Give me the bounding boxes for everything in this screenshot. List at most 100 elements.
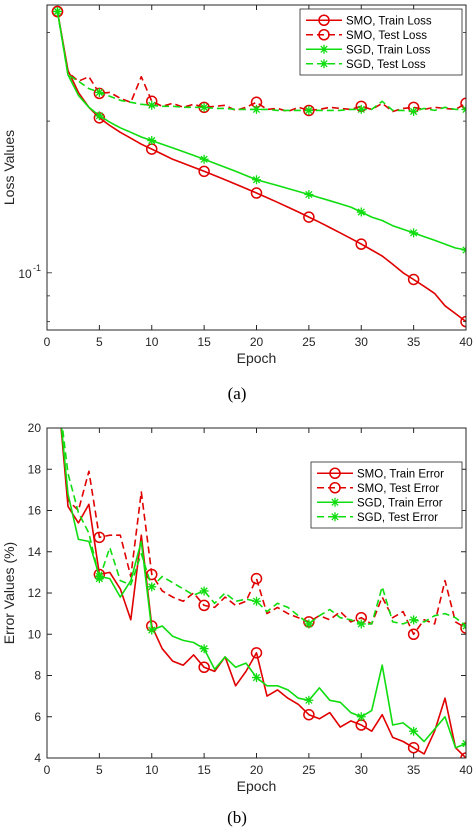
error-chart: 0 5 10 15 20 25 30 35 40468101214161820EpochErro… <box>1 421 473 794</box>
y-tick-label: 10 <box>18 267 32 281</box>
y-tick-exponent: -1 <box>33 263 41 273</box>
data-point-smo-test-loss <box>303 104 315 117</box>
x-axis-label: Epoch <box>237 778 277 794</box>
data-point-sgd-train-error <box>409 726 419 736</box>
data-point-sgd-test-loss <box>356 104 366 114</box>
data-point-sgd-test-error <box>199 586 209 596</box>
x-tick-label: 15 <box>197 335 211 349</box>
legend-marker-smo-test-loss <box>318 29 330 41</box>
y-tick-label: 20 <box>28 421 42 435</box>
data-point-smo-train-error <box>198 661 210 673</box>
x-tick-label: 25 <box>302 763 316 777</box>
x-tick-label: 40 <box>459 763 473 777</box>
data-point-sgd-test-loss <box>94 87 104 97</box>
x-tick-label: 30 <box>355 335 369 349</box>
legend-label-smo-train-loss: SMO, Train Loss <box>346 15 432 27</box>
data-point-sgd-test-loss <box>304 105 314 115</box>
legend-label-smo-train-error: SMO, Train Error <box>357 468 444 480</box>
legend-marker-sgd-train-loss <box>319 44 329 54</box>
legend-marker-sgd-test-loss <box>319 59 329 69</box>
x-tick-label: 0 <box>44 763 51 777</box>
data-point-sgd-test-loss <box>252 104 261 114</box>
data-point-sgd-test-error <box>252 596 261 606</box>
data-point-smo-train-error <box>250 647 263 659</box>
data-point-sgd-test-loss <box>52 7 62 17</box>
legend-marker-sgd-train-error <box>330 497 340 507</box>
data-point-smo-test-error <box>146 568 158 581</box>
data-point-sgd-train-loss <box>304 190 314 200</box>
legend-label-sgd-train-loss: SGD, Train Loss <box>346 44 431 56</box>
data-point-smo-test-error <box>407 628 420 640</box>
data-point-sgd-train-loss <box>94 111 104 121</box>
data-point-sgd-train-loss <box>356 207 366 217</box>
y-tick-label: 18 <box>28 462 42 476</box>
y-tick-label: 4 <box>34 751 41 765</box>
data-point-sgd-train-loss <box>252 175 261 185</box>
data-point-smo-test-loss <box>460 97 466 110</box>
series-line-smo-test-error <box>60 428 466 636</box>
x-tick-label: 25 <box>302 335 316 349</box>
data-point-smo-train-loss <box>198 165 210 178</box>
data-point-sgd-train-error <box>199 644 209 654</box>
series-line-sgd-train-error <box>60 428 466 749</box>
data-point-sgd-train-loss <box>199 154 209 164</box>
plot-series <box>51 5 466 328</box>
x-tick-label: 5 <box>96 763 103 777</box>
legend-marker-smo-test-error <box>329 482 341 494</box>
series-line-sgd-test-loss <box>56 11 466 113</box>
series-line-smo-train-error <box>60 428 466 758</box>
y-tick-label: 16 <box>28 504 42 518</box>
data-point-sgd-train-error <box>304 695 314 705</box>
x-tick-label: 5 <box>96 335 103 349</box>
data-point-sgd-test-error <box>356 619 366 629</box>
data-point-smo-test-error <box>250 572 263 585</box>
data-point-sgd-test-loss <box>409 106 419 116</box>
data-point-smo-train-error <box>407 741 420 754</box>
legend-label-sgd-test-loss: SGD, Test Loss <box>346 59 426 71</box>
legend-marker-smo-train-loss <box>318 14 330 26</box>
data-point-smo-train-loss <box>407 273 420 286</box>
data-point-smo-train-loss <box>460 315 466 328</box>
x-tick-label: 20 <box>250 763 264 777</box>
data-point-sgd-train-loss <box>409 228 419 238</box>
series-line-sgd-train-loss <box>56 11 466 251</box>
x-tick-label: 30 <box>355 763 369 777</box>
data-point-sgd-test-error <box>94 574 104 584</box>
legend-label-sgd-test-error: SGD, Test Error <box>357 512 438 524</box>
data-point-sgd-test-loss <box>199 102 209 112</box>
legend: SMO, Train Loss SMO, Test Loss SGD, Train … <box>299 8 463 76</box>
x-tick-label: 15 <box>197 763 211 777</box>
y-tick-label: 14 <box>28 545 42 559</box>
data-point-sgd-train-error <box>147 625 157 635</box>
y-tick-label: 6 <box>34 710 41 724</box>
data-point-sgd-test-error <box>147 582 157 592</box>
data-point-sgd-train-loss <box>147 136 157 146</box>
legend-label-smo-test-error: SMO, Test Error <box>357 483 439 495</box>
series-line-sgd-test-error <box>61 428 466 627</box>
data-point-smo-test-loss <box>51 5 64 18</box>
data-point-sgd-train-error <box>356 712 366 722</box>
legend-label-smo-test-loss: SMO, Test Loss <box>346 30 427 42</box>
x-tick-label: 10 <box>145 763 159 777</box>
x-tick-label: 10 <box>145 335 159 349</box>
data-point-smo-test-error <box>460 622 466 634</box>
data-point-smo-train-loss <box>303 211 315 223</box>
data-point-smo-test-error <box>93 531 106 544</box>
x-tick-label: 20 <box>250 335 264 349</box>
data-point-sgd-train-error <box>252 673 261 683</box>
data-point-smo-train-error <box>303 708 315 721</box>
x-tick-label: 35 <box>407 763 421 777</box>
data-point-sgd-test-loss <box>147 100 157 110</box>
plot-series <box>60 428 466 758</box>
y-axis-label: Loss Values <box>1 130 17 205</box>
data-point-smo-train-loss <box>250 187 263 199</box>
data-point-sgd-test-error <box>409 615 419 625</box>
legend-label-sgd-train-error: SGD, Train Error <box>357 497 443 509</box>
y-tick-label: 8 <box>34 669 41 683</box>
x-tick-label: 35 <box>407 335 421 349</box>
data-point-smo-train-loss <box>355 238 367 250</box>
data-point-smo-test-error <box>198 599 210 612</box>
x-axis-label: Epoch <box>237 350 277 366</box>
